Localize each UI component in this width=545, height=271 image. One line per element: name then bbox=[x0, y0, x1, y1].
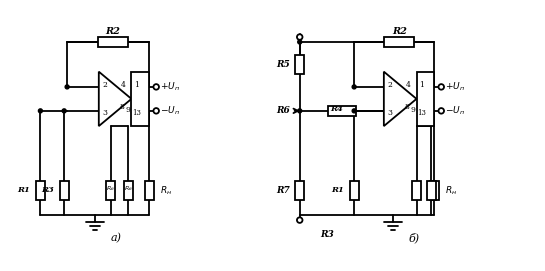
Bar bbox=[350, 180, 359, 200]
Text: 1: 1 bbox=[419, 81, 424, 89]
Text: R6: R6 bbox=[276, 106, 290, 115]
Bar bbox=[412, 180, 421, 200]
Bar bbox=[295, 54, 304, 74]
Circle shape bbox=[154, 108, 159, 114]
Circle shape bbox=[439, 84, 444, 90]
Bar bbox=[124, 180, 133, 200]
Text: 2: 2 bbox=[102, 81, 107, 89]
Circle shape bbox=[298, 40, 302, 44]
Text: 13: 13 bbox=[132, 109, 141, 117]
Text: +$U_п$: +$U_п$ bbox=[445, 81, 465, 93]
Text: R4: R4 bbox=[330, 105, 343, 113]
Text: $R_б$: $R_б$ bbox=[124, 184, 133, 193]
Circle shape bbox=[65, 85, 69, 89]
Circle shape bbox=[39, 109, 43, 113]
Circle shape bbox=[352, 85, 356, 89]
Circle shape bbox=[297, 217, 302, 223]
Circle shape bbox=[297, 34, 302, 40]
Text: $R_н$: $R_н$ bbox=[160, 184, 172, 197]
Bar bbox=[295, 180, 304, 200]
Circle shape bbox=[298, 109, 302, 113]
Text: R2: R2 bbox=[392, 27, 407, 36]
Text: а): а) bbox=[111, 233, 122, 243]
Text: 4: 4 bbox=[121, 81, 126, 89]
Text: R3: R3 bbox=[320, 230, 334, 240]
Circle shape bbox=[352, 109, 356, 113]
Bar bbox=[427, 180, 436, 200]
Text: 8: 8 bbox=[119, 103, 124, 111]
Bar bbox=[416, 72, 434, 126]
Text: 8: 8 bbox=[404, 103, 409, 111]
Bar bbox=[98, 37, 128, 47]
Text: 3: 3 bbox=[387, 109, 392, 117]
Circle shape bbox=[439, 108, 444, 114]
Text: 3: 3 bbox=[102, 109, 107, 117]
Polygon shape bbox=[384, 72, 416, 126]
Polygon shape bbox=[99, 72, 131, 126]
Text: R1: R1 bbox=[331, 186, 344, 194]
Text: R1: R1 bbox=[17, 186, 31, 194]
Text: $R_н$: $R_н$ bbox=[445, 184, 457, 197]
Text: R7: R7 bbox=[276, 186, 290, 195]
Text: 4: 4 bbox=[406, 81, 411, 89]
Bar bbox=[384, 37, 414, 47]
Text: $-U_п$: $-U_п$ bbox=[445, 105, 465, 117]
Text: R2: R2 bbox=[106, 27, 120, 36]
Text: +$U_п$: +$U_п$ bbox=[160, 81, 180, 93]
Bar bbox=[328, 106, 356, 116]
Text: $-U_п$: $-U_п$ bbox=[160, 105, 180, 117]
Text: б): б) bbox=[408, 233, 419, 243]
Text: R5: R5 bbox=[276, 60, 290, 69]
Text: $R_б$: $R_б$ bbox=[106, 184, 115, 193]
Circle shape bbox=[62, 109, 66, 113]
Text: 13: 13 bbox=[417, 109, 426, 117]
Bar bbox=[430, 180, 439, 200]
Text: 9: 9 bbox=[410, 106, 415, 114]
Text: 1: 1 bbox=[134, 81, 139, 89]
Circle shape bbox=[154, 84, 159, 90]
Bar bbox=[106, 180, 115, 200]
Bar bbox=[131, 72, 149, 126]
Bar bbox=[145, 180, 154, 200]
Bar bbox=[60, 180, 69, 200]
Text: R3: R3 bbox=[41, 186, 55, 194]
Bar bbox=[36, 180, 45, 200]
Text: 2: 2 bbox=[387, 81, 392, 89]
Text: 9: 9 bbox=[125, 106, 130, 114]
